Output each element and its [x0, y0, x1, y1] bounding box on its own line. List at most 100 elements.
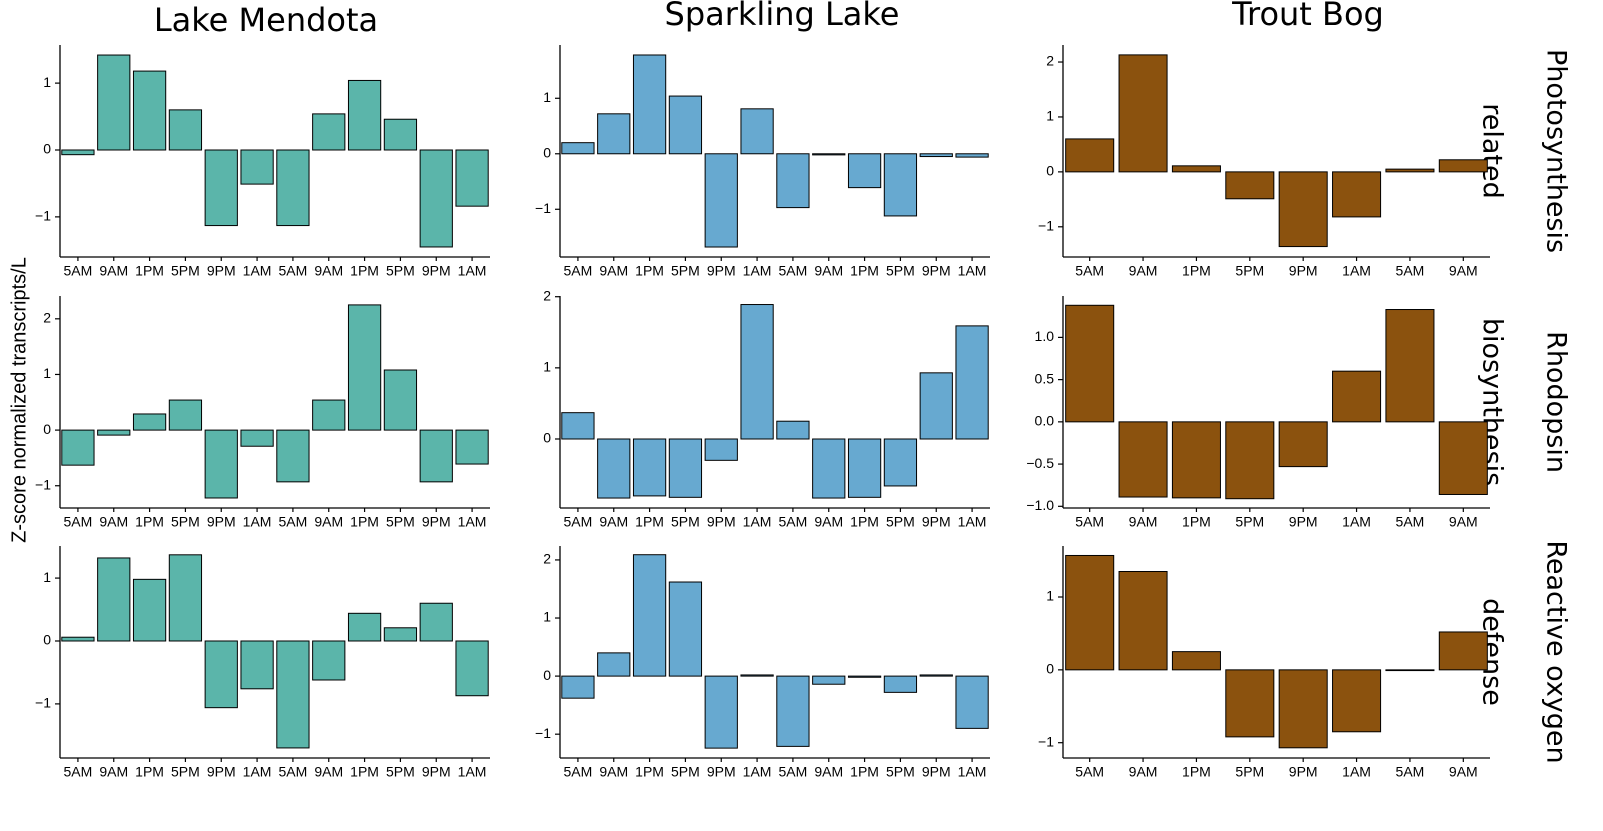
x-tick-label: 1PM	[135, 513, 164, 529]
bar	[168, 399, 203, 431]
x-tick-label: 1PM	[350, 763, 379, 779]
bar	[347, 304, 382, 431]
bar	[1171, 651, 1221, 671]
bar	[668, 95, 703, 155]
bar	[1332, 370, 1382, 423]
column-title: Sparkling Lake	[665, 0, 900, 33]
bar	[1171, 165, 1221, 173]
bar	[132, 578, 167, 642]
x-tick-label: 5AM	[64, 262, 93, 278]
x-tick-label: 5AM	[1396, 763, 1425, 779]
bar	[240, 640, 274, 690]
bar	[632, 54, 667, 155]
x-tick-label: 9PM	[207, 262, 236, 278]
bar	[704, 153, 738, 248]
y-tick-label: −1	[35, 476, 51, 492]
column-title: Lake Mendota	[154, 1, 378, 39]
x-tick-label: 1PM	[635, 262, 664, 278]
x-tick-label: 5AM	[564, 763, 593, 779]
x-tick-label: 5PM	[671, 513, 700, 529]
x-tick-label: 5AM	[279, 763, 308, 779]
x-tick-label: 9AM	[1129, 763, 1158, 779]
y-tick-label: −1	[535, 200, 551, 216]
bar	[240, 429, 274, 447]
bar	[383, 627, 418, 642]
x-tick-label: 5PM	[386, 262, 415, 278]
bar	[632, 554, 667, 677]
bar	[597, 438, 631, 499]
x-tick-label: 9PM	[707, 763, 736, 779]
x-tick-label: 1AM	[1342, 513, 1371, 529]
y-tick-label: 1	[43, 569, 51, 585]
bar	[1385, 309, 1435, 423]
x-tick-label: 9AM	[1129, 262, 1158, 278]
x-tick-label: 5PM	[171, 763, 200, 779]
x-tick-label: 1AM	[243, 262, 272, 278]
x-tick-label: 5AM	[1396, 262, 1425, 278]
y-tick-label: −0.5	[1026, 455, 1054, 471]
bar	[240, 149, 274, 185]
bar	[1118, 54, 1168, 173]
bar	[919, 153, 953, 158]
bar	[1171, 421, 1221, 499]
x-tick-label: 9PM	[207, 513, 236, 529]
x-tick-label: 9PM	[422, 763, 451, 779]
x-tick-label: 1PM	[850, 763, 879, 779]
bar	[1225, 171, 1275, 200]
x-tick-label: 1AM	[1342, 763, 1371, 779]
bar	[561, 675, 595, 699]
bar	[276, 640, 310, 749]
bar	[883, 438, 918, 487]
x-tick-label: 1PM	[135, 262, 164, 278]
y-tick-label: −1	[35, 208, 51, 224]
x-tick-label: 1AM	[458, 262, 487, 278]
bar	[276, 149, 310, 227]
bar	[776, 420, 810, 440]
bar	[1438, 159, 1488, 173]
bar	[1065, 304, 1115, 423]
x-tick-label: 9PM	[422, 262, 451, 278]
bar	[204, 149, 238, 227]
bar	[312, 113, 346, 151]
x-tick-label: 5AM	[564, 262, 593, 278]
x-tick-label: 9AM	[599, 262, 628, 278]
x-tick-label: 1PM	[135, 763, 164, 779]
bar	[776, 675, 810, 747]
bar	[740, 674, 774, 677]
x-tick-label: 5PM	[886, 763, 915, 779]
x-tick-label: 5AM	[564, 513, 593, 529]
bar	[812, 153, 846, 156]
bar	[276, 429, 310, 483]
x-tick-label: 5PM	[386, 513, 415, 529]
x-tick-label: 9AM	[599, 763, 628, 779]
x-tick-label: 9AM	[599, 513, 628, 529]
x-tick-label: 5AM	[779, 262, 808, 278]
y-tick-label: 0	[43, 421, 51, 437]
row-label: related	[1477, 103, 1508, 199]
bar	[132, 413, 167, 431]
bar	[347, 79, 382, 151]
x-tick-label: 5PM	[886, 262, 915, 278]
x-tick-label: 1AM	[743, 262, 772, 278]
x-tick-label: 9AM	[314, 763, 343, 779]
x-tick-label: 5PM	[1235, 262, 1264, 278]
y-tick-label: 0	[43, 141, 51, 157]
bar	[132, 70, 167, 151]
bar	[1278, 669, 1328, 749]
bar	[919, 372, 953, 440]
bar	[419, 149, 453, 248]
bar	[1438, 631, 1488, 671]
bar	[883, 675, 918, 693]
bar	[455, 149, 489, 207]
y-tick-label: 0	[1046, 163, 1054, 179]
x-tick-label: 1PM	[350, 513, 379, 529]
y-tick-label: 1	[1046, 588, 1054, 604]
y-tick-label: 2	[1046, 53, 1054, 69]
x-tick-label: 9PM	[1289, 513, 1318, 529]
x-tick-label: 5AM	[279, 262, 308, 278]
x-tick-label: 9AM	[99, 262, 128, 278]
x-tick-label: 5AM	[64, 763, 93, 779]
y-tick-label: 1	[543, 89, 551, 105]
bar	[740, 108, 774, 155]
x-tick-label: 1AM	[243, 513, 272, 529]
